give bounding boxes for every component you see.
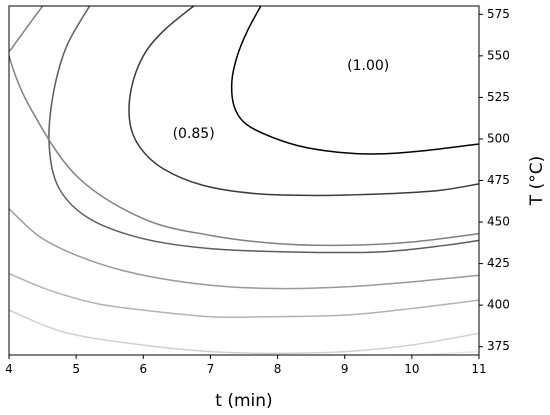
- contour-line-1: [230, 6, 479, 155]
- x-tick-label: 5: [72, 362, 80, 376]
- x-tick-label: 4: [5, 362, 13, 376]
- x-tick-label: 9: [341, 362, 349, 376]
- y-tick-label: 450: [487, 215, 510, 229]
- plot-frame: [8, 5, 480, 356]
- contour-labels: (1.00) (0.85): [173, 58, 390, 142]
- y-tick-label: 525: [487, 90, 510, 104]
- contour-line-7: [9, 309, 479, 355]
- contour-line-6: [9, 272, 479, 319]
- contour-line-8: [344, 350, 479, 355]
- y-tick-label: 475: [487, 173, 510, 187]
- y-tick-label: 575: [487, 7, 510, 21]
- y-axis-label: T (°C): [527, 156, 547, 206]
- x-tick-label: 11: [471, 362, 486, 376]
- contour-lines: [9, 6, 479, 355]
- x-tick-label: 7: [207, 362, 215, 376]
- contour-line-3: [48, 6, 479, 254]
- x-axis: 4 5 6 7 8 9 10 11: [5, 355, 487, 376]
- contour-label-1: (1.00): [347, 58, 389, 74]
- contour-label-2: (0.85): [173, 126, 215, 142]
- y-tick-label: 500: [487, 131, 510, 145]
- contour-line-5: [9, 208, 479, 290]
- y-axis: 375 400 425 450 475 500 525 550 575: [479, 7, 510, 353]
- x-tick-label: 8: [274, 362, 282, 376]
- x-axis-label: t (min): [215, 391, 272, 411]
- x-tick-label: 6: [139, 362, 147, 376]
- contour-line-2: [128, 6, 479, 197]
- x-tick-label: 10: [404, 362, 419, 376]
- y-tick-label: 550: [487, 48, 510, 62]
- y-tick-label: 425: [487, 256, 510, 270]
- contour-line-4: [9, 6, 479, 247]
- y-tick-label: 400: [487, 298, 510, 312]
- y-tick-label: 375: [487, 339, 510, 353]
